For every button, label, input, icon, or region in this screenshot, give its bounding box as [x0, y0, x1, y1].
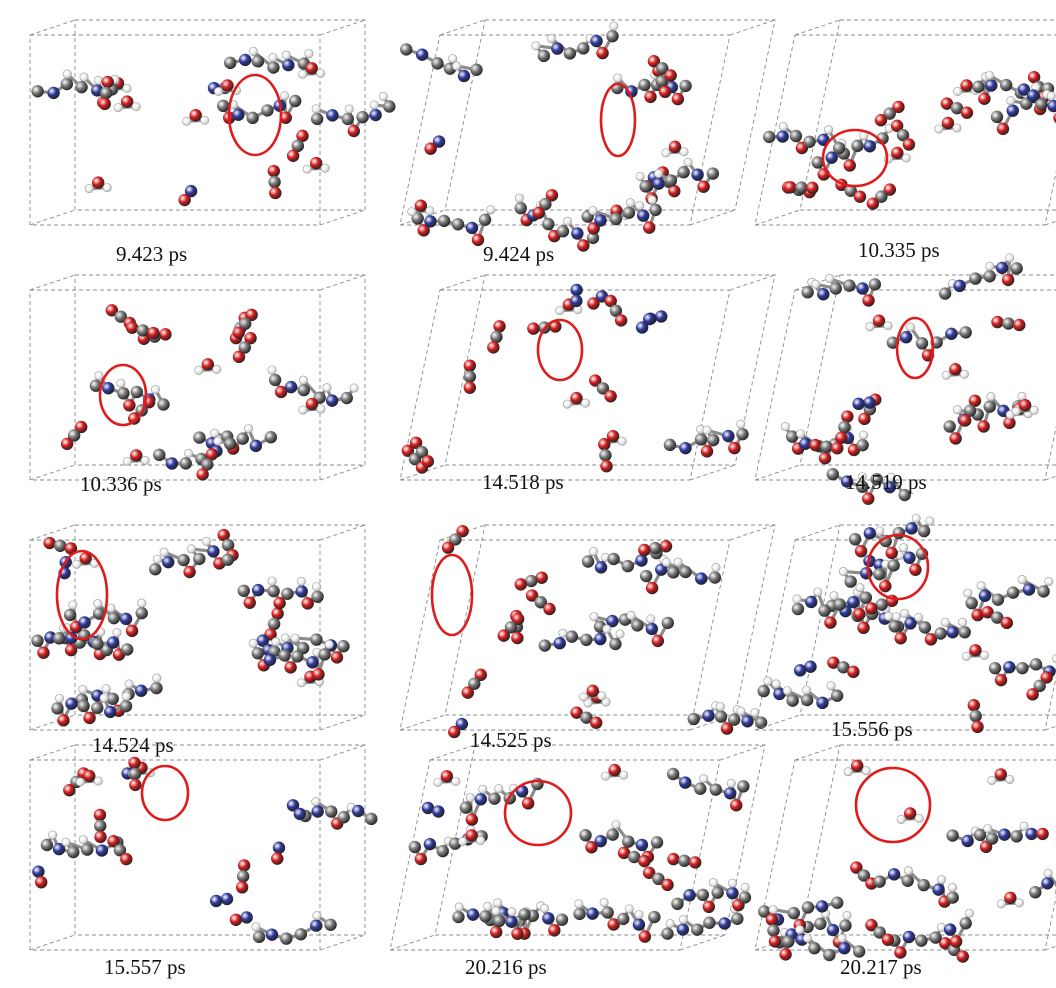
highlight-circle-11 — [505, 781, 571, 845]
atoms-10 — [32, 757, 377, 945]
highlight-circle-2 — [601, 84, 635, 156]
atoms-6 — [781, 254, 1038, 505]
frame-label-1: 9.423 ps — [116, 242, 187, 267]
frame-label-3: 10.335 ps — [858, 238, 940, 263]
snapshot-panel-10 — [30, 745, 378, 950]
snapshot-panel-5 — [400, 275, 775, 480]
atoms-2 — [400, 22, 719, 252]
highlight-circle-12 — [856, 768, 930, 842]
atoms-11 — [409, 764, 751, 943]
frame-label-12: 20.217 ps — [840, 955, 922, 980]
snapshot-panel-6 — [755, 254, 1056, 505]
frame-label-11: 20.216 ps — [465, 955, 547, 980]
frame-label-5: 14.518 ps — [482, 470, 564, 495]
frame-label-4: 10.336 ps — [80, 472, 162, 497]
snapshot-panel-9 — [755, 514, 1056, 733]
snapshot-panel-2 — [400, 20, 775, 252]
atoms-3 — [763, 71, 1056, 210]
atoms-4 — [61, 304, 358, 481]
atoms-8 — [442, 525, 767, 738]
highlight-circle-10 — [142, 766, 188, 820]
atoms-5 — [402, 284, 749, 474]
snapshot-panel-11 — [390, 745, 765, 950]
frame-label-7: 14.524 ps — [92, 733, 174, 758]
snapshot-panel-1 — [30, 20, 396, 225]
snapshot-panel-8 — [400, 525, 775, 738]
cell-box-5 — [400, 275, 775, 480]
frame-label-9: 15.556 ps — [831, 717, 913, 742]
atoms-1 — [31, 47, 395, 206]
snapshot-panel-3 — [755, 20, 1056, 225]
frame-label-2: 9.424 ps — [483, 242, 554, 267]
atoms-9 — [757, 514, 1056, 733]
atoms-7 — [31, 529, 349, 727]
cell-box-4 — [30, 275, 365, 480]
highlight-circle-8 — [432, 555, 472, 635]
atoms-12 — [758, 760, 1056, 963]
snapshot-panel-4 — [30, 275, 365, 481]
frame-label-10: 15.557 ps — [104, 955, 186, 980]
snapshot-panel-7 — [30, 525, 365, 730]
frame-label-8: 14.525 ps — [470, 728, 552, 753]
snapshot-panel-12 — [755, 745, 1056, 963]
frame-label-6: 14.519 ps — [845, 470, 927, 495]
